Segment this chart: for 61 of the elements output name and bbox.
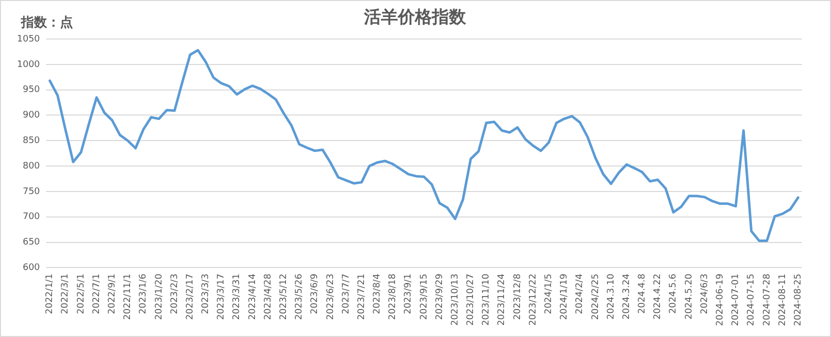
x-tick-label: 2023/3/17: [216, 274, 227, 320]
x-tick-label: 2023/9/15: [419, 274, 430, 320]
x-tick-label: 2023/6/9: [310, 273, 320, 314]
x-tick-label: 2023/7/21: [356, 274, 367, 320]
y-axis-title: 指数：点: [20, 14, 73, 30]
x-tick-label: 2023/7/7: [341, 274, 352, 314]
x-tick-label: 2024.5.20: [684, 273, 694, 320]
x-tick-label: 2023/9/29: [434, 273, 445, 320]
x-tick-label: 2024-06-19: [716, 273, 726, 326]
y-tick-label: 800: [22, 161, 40, 172]
y-tick-label: 600: [22, 263, 40, 274]
x-tick-label: 2022/3/1: [60, 274, 71, 314]
y-tick-label: 900: [22, 110, 40, 121]
y-tick-label: 650: [22, 238, 40, 248]
x-tick-label: 2023/11/10: [482, 273, 492, 326]
y-tick-label: 750: [22, 186, 40, 197]
x-tick-label: 2024/2/25: [590, 274, 601, 320]
x-tick-label: 2023/2/3: [170, 274, 180, 314]
y-tick-label: 1000: [17, 60, 40, 70]
x-tick-label: 2024-07-28: [762, 273, 772, 326]
x-tick-label: 2022/9/1: [108, 274, 118, 314]
x-tick-label: 2024/1/5: [544, 274, 554, 314]
x-tick-label: 2024.4.22: [653, 274, 664, 320]
x-tick-label: 2024/6/3: [700, 274, 710, 314]
x-tick-label: 2024.4.8: [638, 273, 648, 314]
x-tick-label: 2023/1/6: [138, 273, 149, 314]
x-tick-label: 2024-08-11: [778, 274, 788, 326]
x-tick-label: 2024/1/19: [560, 273, 570, 320]
x-tick-label: 2022/7/1: [92, 274, 102, 314]
x-tick-label: 2023/8/18: [388, 273, 398, 320]
x-tick-label: 2023/4/14: [248, 273, 258, 320]
x-tick-label: 2023/8/4: [372, 273, 383, 314]
x-tick-label: 2023/6/23: [326, 274, 336, 320]
x-tick-label: 2023/3/3: [201, 274, 212, 314]
x-tick-label: 2023/9/1: [404, 274, 414, 314]
x-tick-label: 2023/1/20: [154, 273, 164, 320]
x-tick-label: 2024.5.6: [668, 273, 679, 314]
x-tick-label: 2024.3.24: [622, 273, 632, 320]
chart-title: 活羊价格指数: [363, 7, 467, 28]
x-tick-label: 2024-07-01: [731, 274, 742, 326]
x-tick-label: 2024-08-25: [793, 274, 804, 326]
x-tick-label: 2024/2/4: [575, 273, 586, 314]
x-tick-label: 2022/1/1: [45, 274, 56, 314]
y-tick-label: 700: [22, 212, 40, 222]
x-tick-label: 2024.3.10: [606, 273, 616, 320]
x-tick-label: 2023/4/28: [263, 273, 274, 320]
x-tick-label: 2022/5/1: [76, 274, 86, 314]
x-tick-label: 2023/3/31: [232, 274, 242, 320]
y-tick-label: 850: [22, 136, 40, 146]
x-tick-label: 2023/11/24: [497, 273, 508, 326]
x-tick-label: 2023/5/12: [278, 274, 289, 320]
x-tick-label: 2024-07-15: [746, 274, 757, 326]
x-tick-label: 2023/5/26: [294, 273, 305, 320]
x-tick-label: 2023/12/8: [512, 273, 523, 320]
x-tick-label: 2023/12/22: [528, 274, 538, 326]
x-tick-label: 2023/2/17: [185, 274, 196, 320]
y-tick-label: 1050: [17, 34, 40, 44]
x-tick-label: 2023/10/13: [450, 274, 460, 326]
x-tick-label: 2022/11/1: [123, 274, 134, 320]
y-tick-label: 950: [22, 85, 40, 96]
x-tick-label: 2023/10/27: [466, 274, 476, 326]
